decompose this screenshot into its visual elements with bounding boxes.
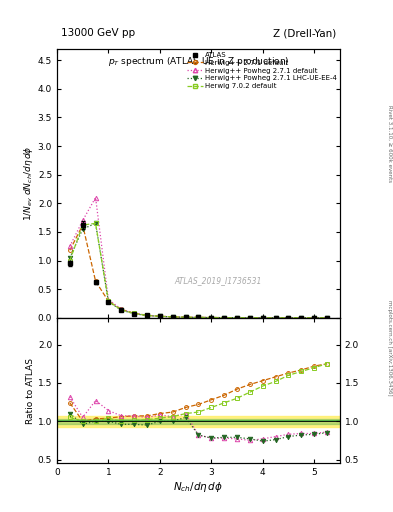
Text: mcplots.cern.ch [arXiv:1306.3436]: mcplots.cern.ch [arXiv:1306.3436] [387,301,392,396]
Text: 13000 GeV pp: 13000 GeV pp [61,28,135,38]
Text: Rivet 3.1.10, ≥ 600k events: Rivet 3.1.10, ≥ 600k events [387,105,392,182]
Y-axis label: $1/N_{ev}$ $dN_{ch}/d\eta\,d\phi$: $1/N_{ev}$ $dN_{ch}/d\eta\,d\phi$ [22,145,35,221]
Text: $p_T$ spectrum (ATLAS UE in Z production): $p_T$ spectrum (ATLAS UE in Z production… [108,55,289,69]
Legend: ATLAS, Herwig++ 2.7.1 default, Herwig++ Powheg 2.7.1 default, Herwig++ Powheg 2.: ATLAS, Herwig++ 2.7.1 default, Herwig++ … [187,52,336,89]
X-axis label: $N_{ch}/d\eta\,d\phi$: $N_{ch}/d\eta\,d\phi$ [173,480,224,494]
Y-axis label: Ratio to ATLAS: Ratio to ATLAS [26,357,35,423]
Bar [57,416,340,426]
Text: Z (Drell-Yan): Z (Drell-Yan) [273,28,336,38]
Text: ATLAS_2019_I1736531: ATLAS_2019_I1736531 [174,275,262,285]
Bar [57,419,340,423]
